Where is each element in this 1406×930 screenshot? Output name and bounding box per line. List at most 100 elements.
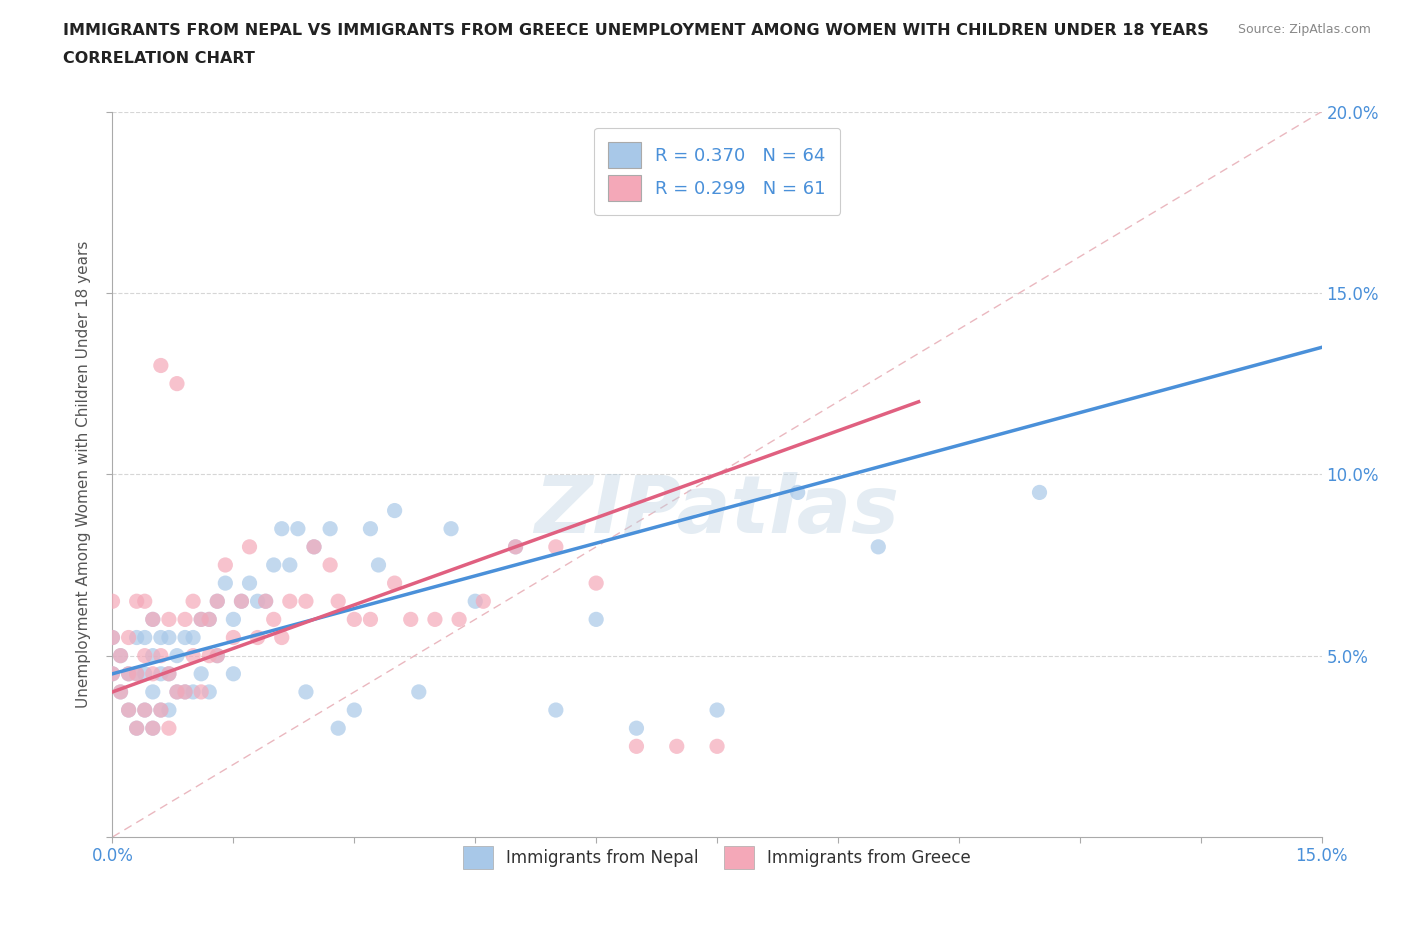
Point [101, 631, 124, 645]
Point [181, 648, 204, 663]
Point [367, 558, 389, 573]
Point [117, 703, 139, 718]
Point [302, 539, 325, 554]
Point [231, 594, 253, 609]
Point [246, 631, 269, 645]
Point [117, 703, 139, 718]
Point [706, 703, 728, 718]
Point [423, 612, 446, 627]
Point [142, 684, 165, 699]
Point [207, 648, 229, 663]
Point [166, 377, 188, 392]
Point [254, 594, 277, 609]
Point [149, 648, 172, 663]
Y-axis label: Unemployment Among Women with Children Under 18 years: Unemployment Among Women with Children U… [76, 241, 91, 708]
Point [786, 485, 808, 500]
Point [270, 631, 292, 645]
Point [464, 594, 486, 609]
Point [134, 594, 156, 609]
Point [101, 631, 124, 645]
Point [505, 539, 527, 554]
Point [198, 648, 221, 663]
Point [263, 612, 285, 627]
Point [544, 703, 567, 718]
Text: CORRELATION CHART: CORRELATION CHART [63, 51, 254, 66]
Point [408, 684, 430, 699]
Point [166, 684, 188, 699]
Point [134, 703, 156, 718]
Point [142, 612, 165, 627]
Point [134, 667, 156, 682]
Point [117, 667, 139, 682]
Point [110, 648, 132, 663]
Point [287, 521, 309, 536]
Point [449, 612, 471, 627]
Point [207, 648, 229, 663]
Point [149, 667, 172, 682]
Point [142, 721, 165, 736]
Point [149, 631, 172, 645]
Point [328, 594, 350, 609]
Point [166, 684, 188, 699]
Point [125, 667, 148, 682]
Point [134, 703, 156, 718]
Point [174, 684, 197, 699]
Point [1028, 485, 1050, 500]
Point [134, 648, 156, 663]
Point [190, 612, 212, 627]
Point [231, 594, 253, 609]
Point [319, 521, 342, 536]
Point [295, 684, 318, 699]
Point [278, 594, 301, 609]
Text: IMMIGRANTS FROM NEPAL VS IMMIGRANTS FROM GREECE UNEMPLOYMENT AMONG WOMEN WITH CH: IMMIGRANTS FROM NEPAL VS IMMIGRANTS FROM… [63, 23, 1209, 38]
Point [142, 648, 165, 663]
Point [125, 631, 148, 645]
Point [222, 612, 245, 627]
Point [585, 612, 607, 627]
Point [343, 612, 366, 627]
Point [149, 703, 172, 718]
Point [166, 648, 188, 663]
Point [214, 576, 236, 591]
Point [544, 539, 567, 554]
Point [174, 612, 197, 627]
Point [142, 721, 165, 736]
Point [157, 667, 180, 682]
Point [319, 558, 342, 573]
Point [359, 521, 381, 536]
Point [328, 721, 350, 736]
Point [190, 667, 212, 682]
Point [254, 594, 277, 609]
Point [198, 612, 221, 627]
Point [157, 612, 180, 627]
Point [101, 667, 124, 682]
Point [157, 667, 180, 682]
Point [125, 721, 148, 736]
Point [505, 539, 527, 554]
Point [343, 703, 366, 718]
Point [295, 594, 318, 609]
Point [181, 684, 204, 699]
Point [399, 612, 422, 627]
Point [125, 594, 148, 609]
Legend: Immigrants from Nepal, Immigrants from Greece: Immigrants from Nepal, Immigrants from G… [457, 839, 977, 876]
Point [125, 721, 148, 736]
Point [181, 631, 204, 645]
Point [626, 738, 648, 753]
Point [270, 521, 292, 536]
Point [222, 631, 245, 645]
Point [665, 738, 688, 753]
Point [101, 667, 124, 682]
Text: Source: ZipAtlas.com: Source: ZipAtlas.com [1237, 23, 1371, 36]
Point [117, 631, 139, 645]
Point [190, 612, 212, 627]
Point [278, 558, 301, 573]
Point [174, 684, 197, 699]
Text: ZIPatlas: ZIPatlas [534, 472, 900, 550]
Point [246, 594, 269, 609]
Point [238, 539, 260, 554]
Point [157, 703, 180, 718]
Point [585, 576, 607, 591]
Point [472, 594, 495, 609]
Point [181, 594, 204, 609]
